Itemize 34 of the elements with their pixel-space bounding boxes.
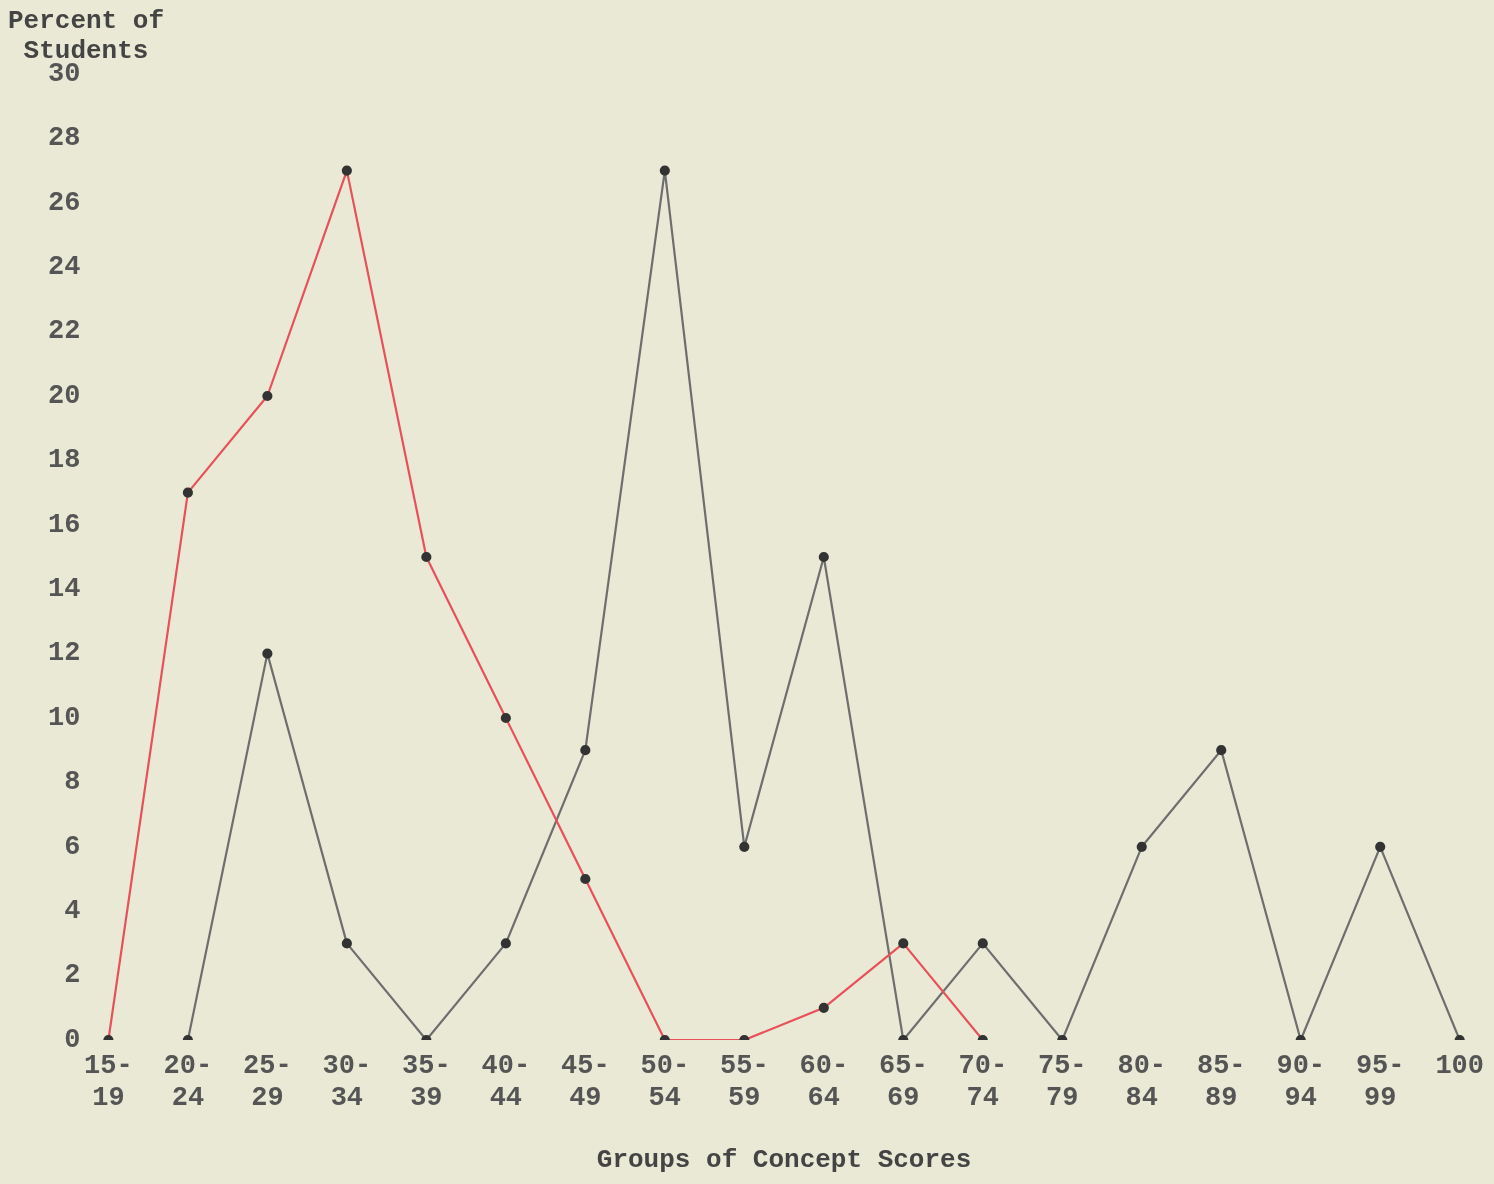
x-tick-label: 65-69 xyxy=(878,1051,928,1114)
y-tick-label: 2 xyxy=(64,960,81,991)
y-tick-label: 0 xyxy=(64,1024,81,1055)
x-tick-label: 25-29 xyxy=(243,1051,292,1114)
y-tick-label: 24 xyxy=(48,252,81,282)
y-tick-label: 6 xyxy=(64,831,81,862)
y-tick-label: 8 xyxy=(64,767,81,798)
x-tick-label: 15-19 xyxy=(84,1051,133,1114)
x-tick-label: 90-94 xyxy=(1276,1051,1326,1114)
x-tick-label: 40-44 xyxy=(481,1051,531,1114)
y-tick-label: 20 xyxy=(48,380,81,411)
x-tick-label: 45-49 xyxy=(561,1051,610,1114)
x-tick-label: 75-79 xyxy=(1037,1051,1087,1114)
y-tick-label: 12 xyxy=(48,638,81,669)
x-tick-label: 85-89 xyxy=(1196,1051,1246,1114)
x-tick-label: 95-99 xyxy=(1355,1051,1405,1114)
y-tick-label: 18 xyxy=(48,445,81,476)
x-tick-label: 50-54 xyxy=(640,1051,690,1114)
x-tick-label: 35-39 xyxy=(402,1051,451,1114)
y-tick-label: 26 xyxy=(48,187,81,218)
y-tick-label: 4 xyxy=(64,896,81,926)
x-axis-title: Groups of Concept Scores xyxy=(596,1144,972,1175)
x-tick-label: 55-59 xyxy=(720,1051,769,1114)
x-tick-label: 30-34 xyxy=(322,1051,372,1114)
y-tick-label: 14 xyxy=(48,574,81,604)
x-tick-label: 70-74 xyxy=(958,1051,1008,1114)
x-tick-label: 20-24 xyxy=(163,1051,213,1114)
x-tick-label: 80-84 xyxy=(1117,1051,1167,1114)
x-tick-label: 100 xyxy=(1435,1051,1484,1081)
y-tick-label: 16 xyxy=(48,509,81,540)
x-tick-label: 60-64 xyxy=(799,1051,849,1114)
y-tick-label: 28 xyxy=(48,123,81,154)
y-tick-label: 22 xyxy=(48,316,81,347)
y-tick-label: 10 xyxy=(48,702,81,733)
